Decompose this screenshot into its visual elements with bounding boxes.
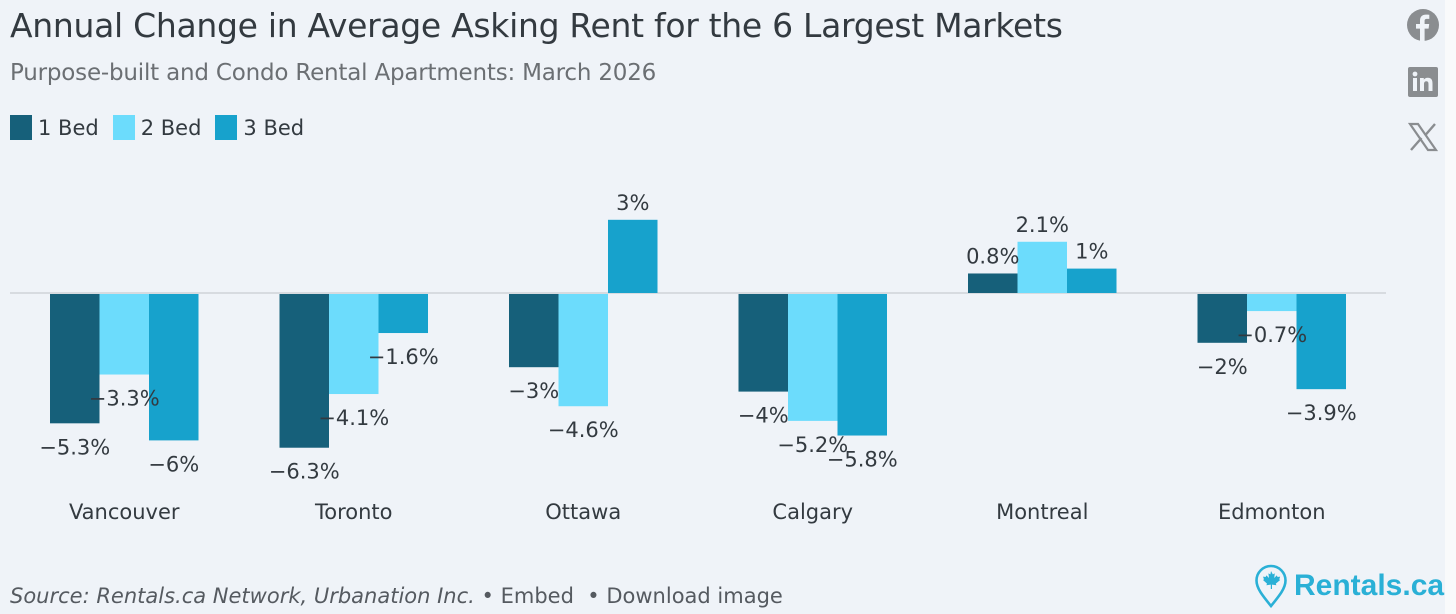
- bar-calgary-3-bed[interactable]: [837, 294, 888, 436]
- data-label-toronto-1-bed: −6.3%: [269, 460, 340, 484]
- data-label-edmonton-1-bed: −2%: [1197, 355, 1248, 379]
- data-label-calgary-3-bed: −5.8%: [827, 448, 898, 472]
- legend-swatch-2-bed: [112, 115, 135, 140]
- legend-label-2-bed: 2 Bed: [140, 115, 202, 140]
- data-label-toronto-2-bed: −4.1%: [318, 406, 389, 430]
- embed-link[interactable]: Embed: [500, 584, 574, 608]
- bar-montreal-3-bed[interactable]: [1067, 268, 1117, 293]
- bar-edmonton-2-bed[interactable]: [1247, 294, 1297, 312]
- bar-edmonton-3-bed[interactable]: [1296, 294, 1347, 390]
- data-label-vancouver-3-bed: −6%: [148, 452, 199, 476]
- download-image-link[interactable]: Download image: [606, 584, 783, 608]
- data-label-montreal-1-bed: 0.8%: [966, 244, 1019, 268]
- legend-swatch-3-bed: [215, 115, 238, 140]
- category-label-toronto: Toronto: [314, 500, 393, 524]
- bar-vancouver-1-bed[interactable]: [50, 294, 100, 424]
- bar-montreal-1-bed[interactable]: [968, 273, 1018, 293]
- data-label-edmonton-3-bed: −3.9%: [1286, 401, 1357, 425]
- separator: •: [481, 584, 494, 608]
- bar-toronto-2-bed[interactable]: [329, 294, 379, 395]
- legend-item-3-bed[interactable]: 3 Bed: [215, 115, 304, 140]
- x-share-button[interactable]: [1407, 121, 1439, 153]
- data-label-vancouver-1-bed: −5.3%: [39, 435, 110, 459]
- linkedin-share-button[interactable]: [1407, 66, 1439, 98]
- data-label-toronto-3-bed: −1.6%: [368, 345, 439, 369]
- legend-item-2-bed[interactable]: 2 Bed: [112, 115, 202, 140]
- bar-edmonton-1-bed[interactable]: [1197, 294, 1248, 343]
- bar-calgary-2-bed[interactable]: [788, 294, 838, 421]
- data-label-ottawa-2-bed: −4.6%: [548, 418, 619, 442]
- data-label-montreal-2-bed: 2.1%: [1016, 213, 1069, 237]
- source-text: Source: Rentals.ca Network, Urbanation I…: [10, 584, 475, 608]
- separator: •: [587, 584, 600, 608]
- category-label-montreal: Montreal: [996, 500, 1088, 524]
- facebook-icon: [1407, 9, 1439, 41]
- bar-vancouver-3-bed[interactable]: [149, 294, 199, 441]
- linkedin-icon: [1408, 67, 1438, 97]
- x-icon: [1408, 122, 1438, 152]
- category-label-vancouver: Vancouver: [69, 500, 180, 524]
- bar-chart: −5.3% −3.3% −6% −6.3% −4.1% −1.6% −3% −4.6% 3% −4…: [10, 191, 1386, 524]
- bar-vancouver-2-bed[interactable]: [99, 294, 150, 375]
- category-label-ottawa: Ottawa: [545, 500, 621, 524]
- rentals-ca-logo[interactable]: Rentals.ca: [1254, 564, 1444, 608]
- legend-label-3-bed: 3 Bed: [243, 115, 305, 140]
- bar-toronto-3-bed[interactable]: [378, 294, 429, 334]
- facebook-share-button[interactable]: [1407, 9, 1439, 41]
- data-label-montreal-3-bed: 1%: [1075, 240, 1108, 264]
- data-label-calgary-1-bed: −4%: [738, 404, 789, 428]
- chart-title: Annual Change in Average Asking Rent for…: [10, 6, 1063, 45]
- data-label-vancouver-2-bed: −3.3%: [89, 387, 160, 411]
- map-pin-maple-leaf-icon: [1255, 564, 1287, 608]
- footer: Source: Rentals.ca Network, Urbanation I…: [10, 584, 783, 608]
- legend-label-1-bed: 1 Bed: [38, 115, 99, 140]
- category-label-calgary: Calgary: [772, 500, 853, 524]
- data-label-edmonton-2-bed: −0.7%: [1236, 323, 1307, 347]
- data-label-calgary-2-bed: −5.2%: [777, 433, 848, 457]
- bar-calgary-1-bed[interactable]: [738, 294, 789, 392]
- bar-ottawa-2-bed[interactable]: [558, 294, 609, 407]
- brand-name: Rentals.ca: [1294, 569, 1445, 602]
- category-label-edmonton: Edmonton: [1218, 500, 1326, 524]
- legend-item-1-bed[interactable]: 1 Bed: [10, 115, 99, 140]
- data-label-ottawa-3-bed: 3%: [616, 191, 649, 215]
- chart-subtitle: Purpose-built and Condo Rental Apartment…: [10, 60, 657, 86]
- legend: 1 Bed 2 Bed 3 Bed: [10, 115, 318, 140]
- bar-ottawa-3-bed[interactable]: [608, 219, 658, 293]
- bar-toronto-1-bed[interactable]: [279, 294, 330, 448]
- bar-montreal-2-bed[interactable]: [1017, 241, 1068, 293]
- legend-swatch-1-bed: [10, 115, 32, 140]
- data-label-ottawa-1-bed: −3%: [508, 379, 559, 403]
- bar-ottawa-1-bed[interactable]: [509, 294, 559, 368]
